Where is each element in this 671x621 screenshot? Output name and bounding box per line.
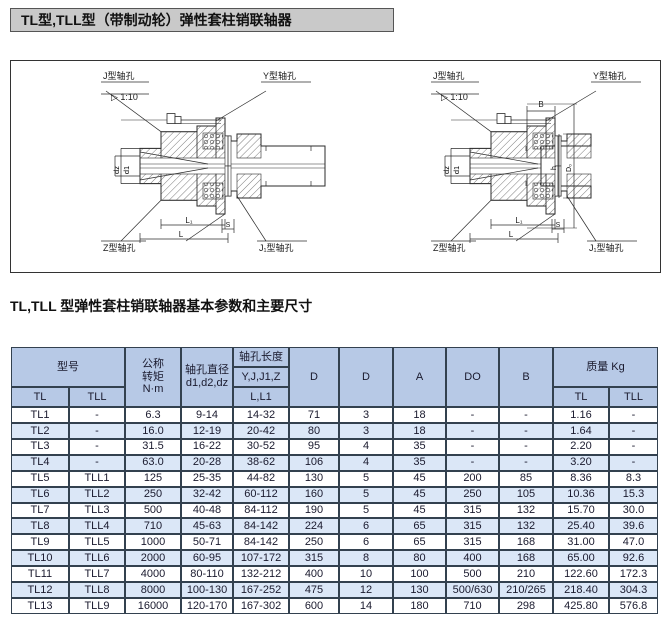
svg-text:L: L	[179, 230, 184, 239]
svg-text:▷ 1:10: ▷ 1:10	[111, 92, 138, 102]
svg-text:J型轴孔: J型轴孔	[433, 70, 465, 81]
svg-text:d1: d1	[122, 166, 131, 174]
svg-text:Y型轴孔: Y型轴孔	[263, 70, 296, 81]
svg-text:L₁: L₁	[515, 216, 522, 225]
svg-text:D₀: D₀	[566, 164, 573, 172]
svg-text:Z型轴孔: Z型轴孔	[103, 242, 136, 253]
svg-text:d1: d1	[452, 166, 461, 174]
svg-text:dz: dz	[112, 166, 121, 174]
svg-text:B: B	[538, 100, 543, 109]
svg-text:h: h	[551, 166, 558, 170]
svg-text:J型轴孔: J型轴孔	[103, 70, 135, 81]
svg-text:J₁型轴孔: J₁型轴孔	[259, 242, 294, 253]
svg-text:▷ 1:10: ▷ 1:10	[441, 92, 468, 102]
svg-text:Z型轴孔: Z型轴孔	[433, 242, 466, 253]
svg-text:Y型轴孔: Y型轴孔	[593, 70, 626, 81]
svg-text:J₁型轴孔: J₁型轴孔	[589, 242, 624, 253]
svg-text:L: L	[509, 230, 514, 239]
svg-text:dz: dz	[442, 166, 451, 174]
svg-text:L₁: L₁	[185, 216, 192, 225]
svg-text:S: S	[226, 222, 231, 229]
